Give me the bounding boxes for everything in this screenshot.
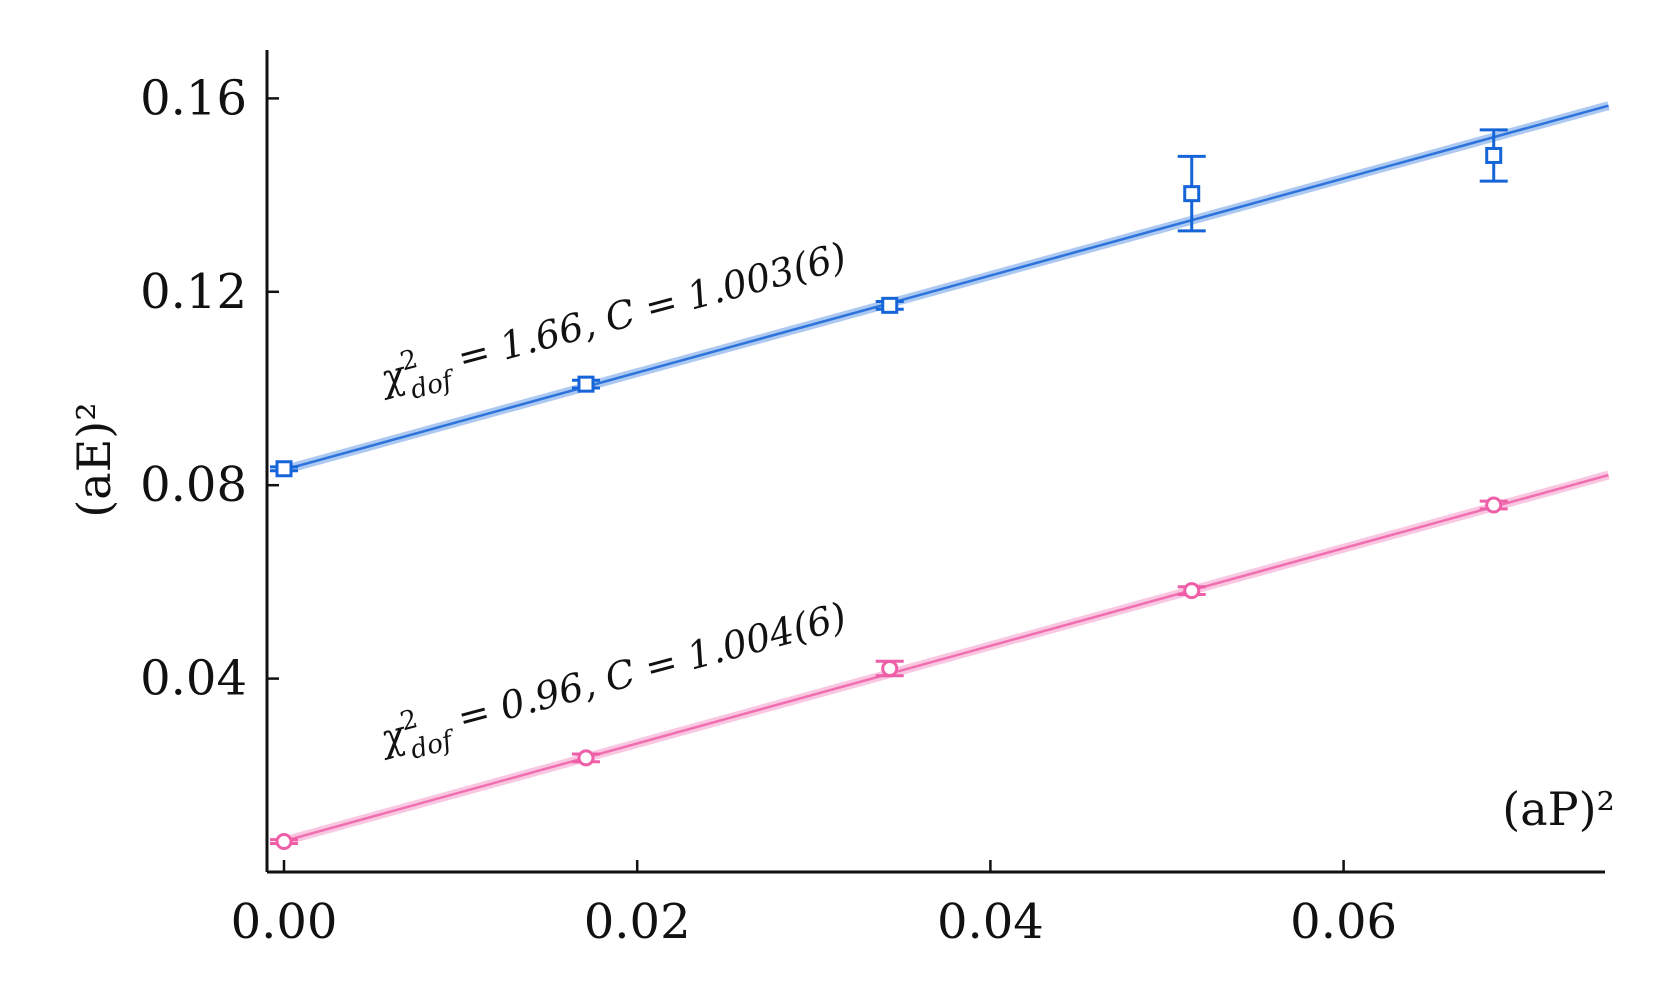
fit-line	[283, 104, 1609, 471]
data-point	[1177, 582, 1206, 600]
square-marker	[275, 460, 293, 478]
y-tick-label: 0.04	[140, 651, 247, 707]
fit-line	[283, 473, 1609, 843]
x-tick-label: 0.06	[1290, 894, 1397, 950]
data-point	[875, 296, 904, 314]
data-point	[1177, 154, 1206, 233]
x-axis-title: (aP)²	[1502, 782, 1615, 836]
y-ticks: 0.04 0.08 0.12 0.16	[140, 70, 279, 707]
data-point	[1479, 128, 1508, 183]
data-point	[875, 659, 904, 678]
data-points	[270, 128, 1508, 851]
x-tick-label: 0.04	[937, 894, 1044, 950]
square-marker	[1485, 146, 1503, 164]
circle-marker	[1485, 496, 1503, 514]
x-ticks: 0.00 0.02 0.04 0.06	[231, 860, 1397, 950]
y-tick-label: 0.16	[140, 70, 247, 126]
circle-marker	[881, 659, 899, 677]
circle-marker	[275, 833, 293, 851]
circle-marker	[577, 749, 595, 767]
y-tick-label: 0.12	[140, 264, 247, 320]
data-point	[270, 460, 298, 478]
circle-marker	[1183, 582, 1201, 600]
data-point	[1479, 496, 1508, 514]
square-marker	[881, 296, 899, 314]
fit-lines	[282, 101, 1610, 846]
square-marker	[577, 375, 595, 393]
plot-area	[265, 50, 1605, 874]
data-point	[270, 833, 298, 851]
x-tick-label: 0.02	[584, 894, 691, 950]
data-point	[571, 749, 600, 767]
x-tick-label: 0.00	[231, 894, 338, 950]
annotations: χ2dof = 1.66, C = 1.003(6)χ2dof = 0.96, …	[372, 230, 854, 766]
square-marker	[1183, 185, 1201, 203]
fit-annotation: χ2dof = 1.66, C = 1.003(6)	[372, 230, 854, 413]
y-axis-title: (aE)²	[67, 402, 121, 517]
data-point	[571, 375, 600, 393]
y-tick-label: 0.08	[140, 457, 247, 513]
